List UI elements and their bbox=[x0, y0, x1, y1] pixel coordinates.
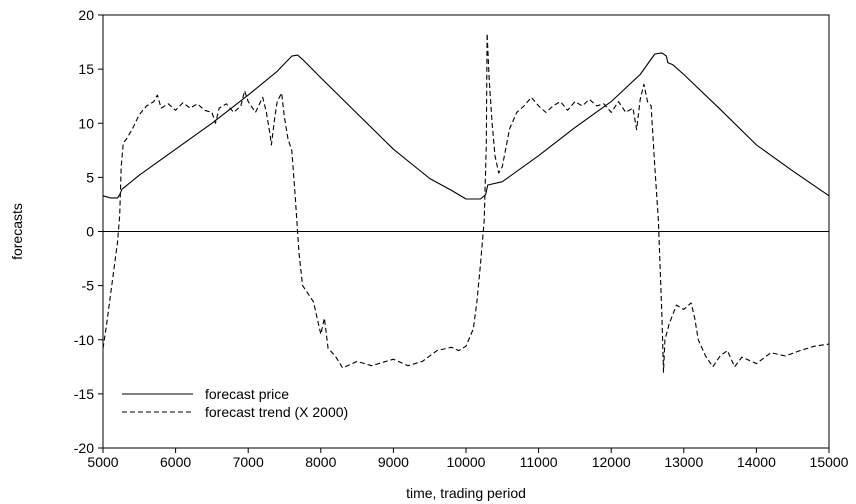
x-tick-label: 13000 bbox=[664, 454, 703, 470]
x-tick-label: 6000 bbox=[160, 454, 191, 470]
y-tick-label: 5 bbox=[86, 169, 94, 185]
legend-label-forecast-price: forecast price bbox=[205, 386, 289, 402]
x-tick-label: 8000 bbox=[305, 454, 336, 470]
y-tick-label: -20 bbox=[74, 440, 94, 456]
y-tick-label: 10 bbox=[78, 115, 94, 131]
x-tick-label: 11000 bbox=[520, 454, 558, 470]
x-tick-label: 9000 bbox=[378, 454, 409, 470]
x-tick-label: 10000 bbox=[447, 454, 486, 470]
legend: forecast price forecast trend (X 2000) bbox=[122, 386, 348, 420]
y-tick-label: 0 bbox=[86, 224, 94, 240]
x-tick-label: 15000 bbox=[810, 454, 849, 470]
legend-label-forecast-trend: forecast trend (X 2000) bbox=[205, 404, 348, 420]
series-line-1 bbox=[102, 32, 830, 373]
y-tick-label: -10 bbox=[74, 332, 94, 348]
y-tick-label: -5 bbox=[82, 278, 95, 294]
axis-layer: 5000 6000 7000 8000 9000 10000 11000 12000 13000… bbox=[74, 7, 849, 470]
y-axis-title: forecasts bbox=[9, 203, 25, 260]
series-line-0 bbox=[102, 52, 830, 200]
x-axis-title: time, trading period bbox=[406, 485, 526, 501]
x-tick-label: 5000 bbox=[87, 454, 118, 470]
y-tick-label: -15 bbox=[74, 386, 94, 402]
x-tick-label: 12000 bbox=[592, 454, 631, 470]
y-tick-label: 20 bbox=[78, 7, 94, 23]
plot-layer bbox=[102, 32, 830, 373]
x-tick-label: 7000 bbox=[233, 454, 264, 470]
x-tick-label: 14000 bbox=[737, 454, 776, 470]
y-tick-label: 15 bbox=[78, 61, 94, 77]
